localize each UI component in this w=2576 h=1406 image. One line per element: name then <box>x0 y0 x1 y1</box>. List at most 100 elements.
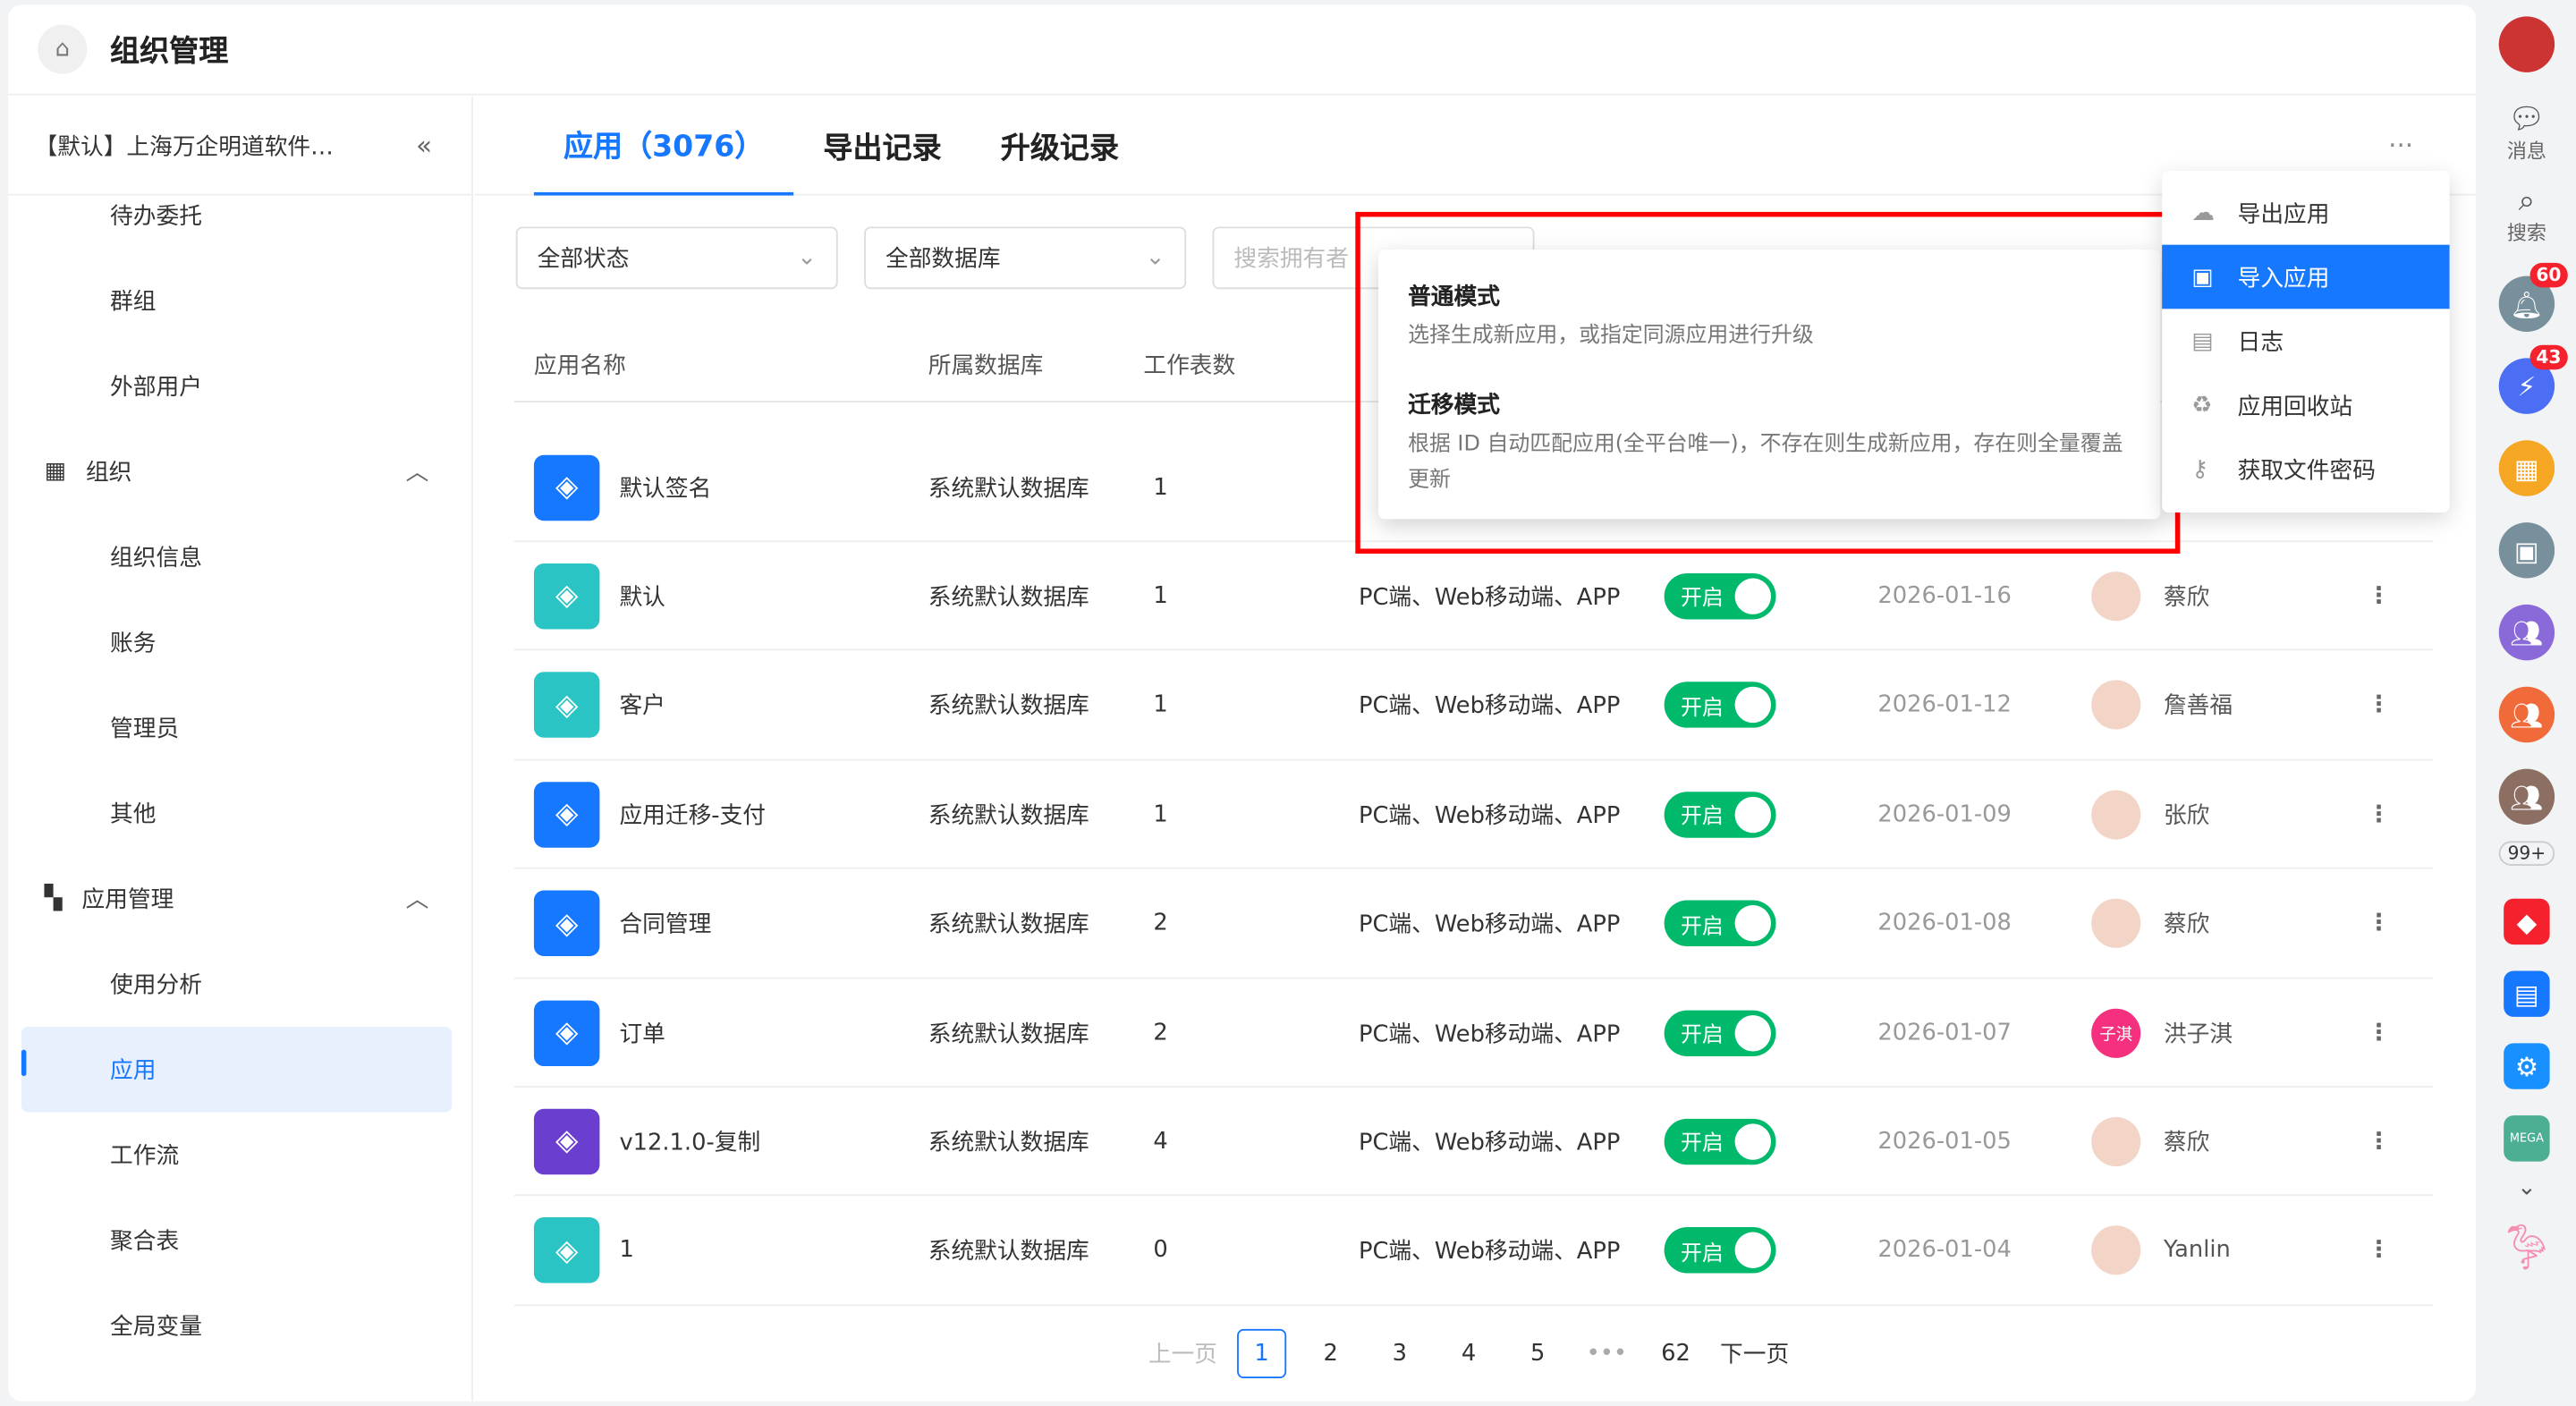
sidebar-item[interactable]: ▚ 应用管理 ︿ <box>21 856 452 942</box>
chevron-down-icon[interactable]: ⌄ <box>2517 1174 2537 1201</box>
page-button[interactable]: 5 <box>1530 1340 1546 1368</box>
user-avatar[interactable] <box>2498 16 2555 72</box>
sidebar-item-label: 其他 <box>110 801 157 828</box>
row-more-icon[interactable]: ⋮ <box>2367 910 2391 937</box>
more-badge[interactable]: 99+ <box>2499 841 2555 866</box>
app-name[interactable]: 1 <box>619 1237 634 1264</box>
app-name[interactable]: 合同管理 <box>619 911 712 938</box>
bell-icon[interactable]: 🔔︎ 60 <box>2498 262 2568 333</box>
page-button[interactable]: 2 <box>1323 1340 1338 1368</box>
app-name[interactable]: 应用迁移-支付 <box>619 802 767 829</box>
table-row[interactable]: ◈ v12.1.0-复制 系统默认数据库 4 PC端、Web移动端、APP 开启 2026-… <box>513 1088 2434 1197</box>
page-button[interactable]: 1 <box>1237 1328 1287 1379</box>
grid-icon: ▚ <box>44 885 63 912</box>
status-toggle[interactable]: 开启 <box>1664 791 1776 838</box>
table-row[interactable]: ◈ 默认 系统默认数据库 1 PC端、Web移动端、APP 开启 2026-01-16 蔡欣 ⋮ <box>513 543 2434 652</box>
app-shortcut-icon[interactable]: ◆ <box>2504 898 2550 945</box>
page-button[interactable]: 3 <box>1392 1340 1408 1368</box>
menu-item[interactable]: ♻ 应用回收站 <box>2162 373 2449 437</box>
table-row[interactable]: ◈ 合同管理 系统默认数据库 2 PC端、Web移动端、APP 开启 2026-01-08 蔡… <box>513 870 2434 978</box>
home-icon[interactable]: ⌂ <box>38 24 88 74</box>
app-name[interactable]: 订单 <box>619 1021 665 1047</box>
table-row[interactable]: ◈ 1 系统默认数据库 0 PC端、Web移动端、APP 开启 2026-01-04 Yanl… <box>513 1198 2434 1306</box>
group-icon[interactable]: 👥︎ <box>2498 768 2555 826</box>
status-select[interactable]: 全部状态 ⌄ <box>515 226 838 290</box>
sidebar: 【默认】上海万企明道软件… « 待办委托 群组 外部用户 ▦ 组织 ︿ 组织信息 账务 管理员其他… <box>8 97 473 1402</box>
row-more-icon[interactable]: ⋮ <box>2367 1019 2391 1046</box>
page-button[interactable]: 4 <box>1461 1340 1477 1368</box>
tab[interactable]: 导出记录 <box>823 131 942 165</box>
table-row[interactable]: ◈ 默认签名 系统默认数据库 1 <box>513 434 2434 543</box>
table-row[interactable]: ◈ 订单 系统默认数据库 2 PC端、Web移动端、APP 开启 2026-01-07 子淇洪… <box>513 979 2434 1088</box>
next-page[interactable]: 下一页 <box>1720 1342 1790 1368</box>
menu-item[interactable]: ⚷ 获取文件密码 <box>2162 437 2449 502</box>
more-icon[interactable]: ··· <box>2388 130 2414 161</box>
app-name[interactable]: 默认签名 <box>619 475 712 503</box>
tab[interactable]: 应用（3076） <box>533 96 794 195</box>
avatar <box>2091 789 2141 839</box>
sidebar-item-label: 工作流 <box>110 1143 180 1170</box>
message-icon[interactable]: 💬︎ <box>2507 101 2546 137</box>
app-name-cell: ◈ 合同管理 <box>514 890 928 957</box>
row-more-icon[interactable]: ⋮ <box>2367 800 2391 828</box>
row-more-icon[interactable]: ⋮ <box>2367 1237 2391 1264</box>
sidebar-item[interactable]: 应用 <box>21 1026 453 1113</box>
apps-icon[interactable]: ▦ <box>2498 440 2555 496</box>
page-button[interactable]: 62 <box>1661 1340 1690 1368</box>
tab[interactable]: 升级记录 <box>1000 131 1120 165</box>
sidebar-item-label: 全局变量 <box>110 1314 202 1341</box>
db-cell: 系统默认数据库 <box>928 584 1089 612</box>
collapse-icon[interactable]: « <box>416 130 433 161</box>
sidebar-item[interactable]: 账务 <box>21 599 452 685</box>
migrate-mode-option[interactable]: 迁移模式 根据 ID 自动匹配应用(全平台唯一)，不存在则生成新应用，存在则全量覆… <box>1408 387 2131 499</box>
status-toggle[interactable]: 开启 <box>1664 1118 1776 1165</box>
table-row[interactable]: ◈ 应用迁移-支付 系统默认数据库 1 PC端、Web移动端、APP 开启 2026-01-… <box>513 761 2434 869</box>
row-more-icon[interactable]: ⋮ <box>2367 582 2391 610</box>
database-select[interactable]: 全部数据库 ⌄ <box>864 226 1187 290</box>
sidebar-item[interactable]: 使用分析 <box>21 941 452 1027</box>
app-name[interactable]: 客户 <box>619 693 665 721</box>
flash-icon[interactable]: ⚡︎ 43 <box>2498 344 2568 414</box>
menu-item[interactable]: ☁ 导出应用 <box>2162 181 2449 245</box>
briefcase-icon[interactable]: ▣ <box>2498 522 2555 579</box>
pagination: 上一页 1 2 3 4 5 ••• 62 下一页 <box>1148 1328 1790 1379</box>
app-icon: ◈ <box>533 1217 600 1284</box>
platform-cell: PC端、Web移动端、APP <box>1358 1021 1621 1047</box>
search-icon[interactable]: ⌕ <box>2518 183 2536 219</box>
org-selector[interactable]: 【默认】上海万企明道软件… « <box>8 97 472 196</box>
status-toggle[interactable]: 开启 <box>1664 900 1776 947</box>
normal-mode-desc: 选择生成新应用，或指定同源应用进行升级 <box>1408 323 1814 349</box>
menu-item[interactable]: ▣ 导入应用 <box>2162 244 2450 309</box>
content: 应用（3076） 导出记录 升级记录 ··· 全部状态 ⌄ 全部数据库 ⌄ 搜索拥有者 … <box>474 96 2476 1401</box>
sidebar-item[interactable]: 全局变量 <box>21 1283 452 1368</box>
store-icon[interactable]: ▤ <box>2504 970 2550 1017</box>
row-more-icon[interactable]: ⋮ <box>2367 1128 2391 1156</box>
sidebar-item[interactable]: 聚合表 <box>21 1198 452 1283</box>
sidebar-item[interactable]: 工作流 <box>21 1112 452 1198</box>
table-row[interactable]: ◈ 客户 系统默认数据库 1 PC端、Web移动端、APP 开启 2026-01-12 詹善福… <box>513 652 2434 761</box>
menu-item[interactable]: ▤ 日志 <box>2162 309 2449 373</box>
sidebar-item[interactable]: 待办委托 <box>21 173 452 258</box>
owner-name: Yanlin <box>2163 1237 2231 1264</box>
group-icon[interactable]: 👥︎ <box>2498 686 2555 743</box>
app-name[interactable]: 默认 <box>619 584 665 612</box>
group-icon[interactable]: 👥︎ <box>2498 604 2555 661</box>
sidebar-item[interactable]: 外部用户 <box>21 343 452 429</box>
sidebar-item[interactable]: 管理员 <box>21 685 452 771</box>
page-button[interactable]: ••• <box>1586 1340 1628 1368</box>
flash-badge: 43 <box>2529 344 2568 370</box>
mega-icon[interactable]: MEGA <box>2504 1115 2550 1162</box>
status-toggle[interactable]: 开启 <box>1664 682 1776 729</box>
row-more-icon[interactable]: ⋮ <box>2367 691 2391 719</box>
prev-page[interactable]: 上一页 <box>1148 1342 1218 1368</box>
status-toggle[interactable]: 开启 <box>1664 1009 1776 1056</box>
normal-mode-option[interactable]: 普通模式 选择生成新应用，或指定同源应用进行升级 <box>1408 279 2131 354</box>
status-toggle[interactable]: 开启 <box>1664 572 1776 620</box>
sidebar-item[interactable]: 组织信息 <box>21 514 452 600</box>
app-name[interactable]: v12.1.0-复制 <box>619 1130 761 1156</box>
sidebar-item[interactable]: ▦ 组织 ︿ <box>21 428 452 514</box>
status-toggle[interactable]: 开启 <box>1664 1227 1776 1275</box>
settings-icon[interactable]: ⚙︎ <box>2504 1043 2550 1089</box>
sidebar-item[interactable]: 其他 <box>21 770 452 856</box>
sidebar-item[interactable]: 群组 <box>21 258 452 343</box>
